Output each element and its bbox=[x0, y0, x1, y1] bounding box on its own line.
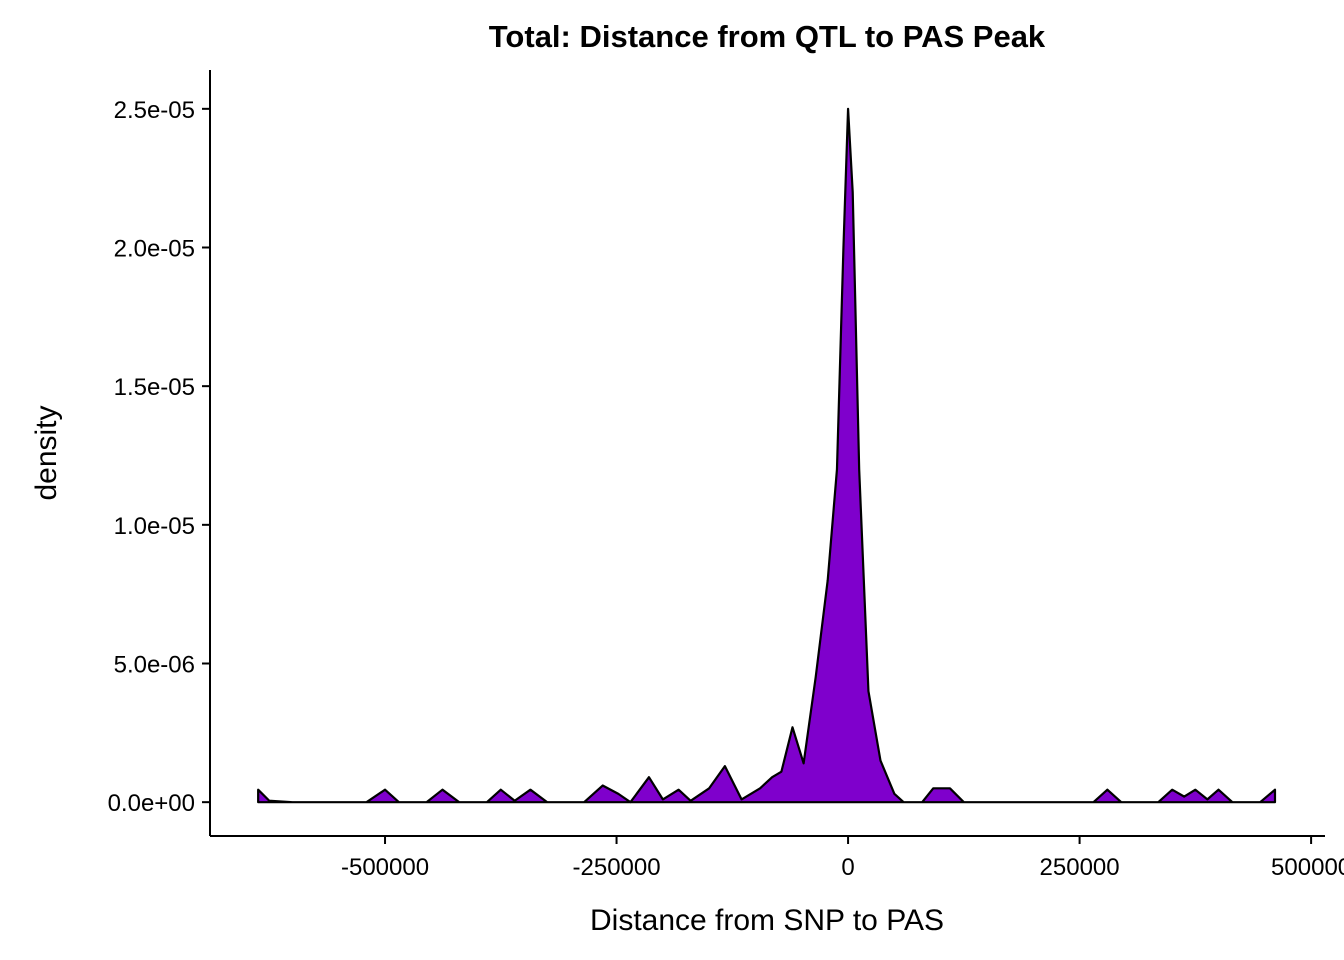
y-tick-label: 1.0e-05 bbox=[114, 513, 195, 540]
x-tick-label: 0 bbox=[841, 854, 854, 881]
y-tick-label: 2.0e-05 bbox=[114, 235, 195, 262]
y-tick-label: 5.0e-06 bbox=[114, 651, 195, 678]
chart-title: Total: Distance from QTL to PAS Peak bbox=[489, 19, 1046, 54]
y-tick-label: 1.5e-05 bbox=[114, 374, 195, 401]
density-area bbox=[257, 107, 1277, 804]
x-tick-label: -250000 bbox=[573, 854, 661, 881]
x-axis-title: Distance from SNP to PAS bbox=[590, 904, 944, 937]
y-axis-title: density bbox=[30, 405, 63, 500]
x-tick-label: 250000 bbox=[1040, 854, 1120, 881]
y-tick-label: 2.5e-05 bbox=[114, 97, 195, 124]
x-tick-label: -500000 bbox=[341, 854, 429, 881]
x-tick-label: 500000 bbox=[1271, 854, 1344, 881]
y-tick-label: 0.0e+00 bbox=[108, 790, 195, 817]
